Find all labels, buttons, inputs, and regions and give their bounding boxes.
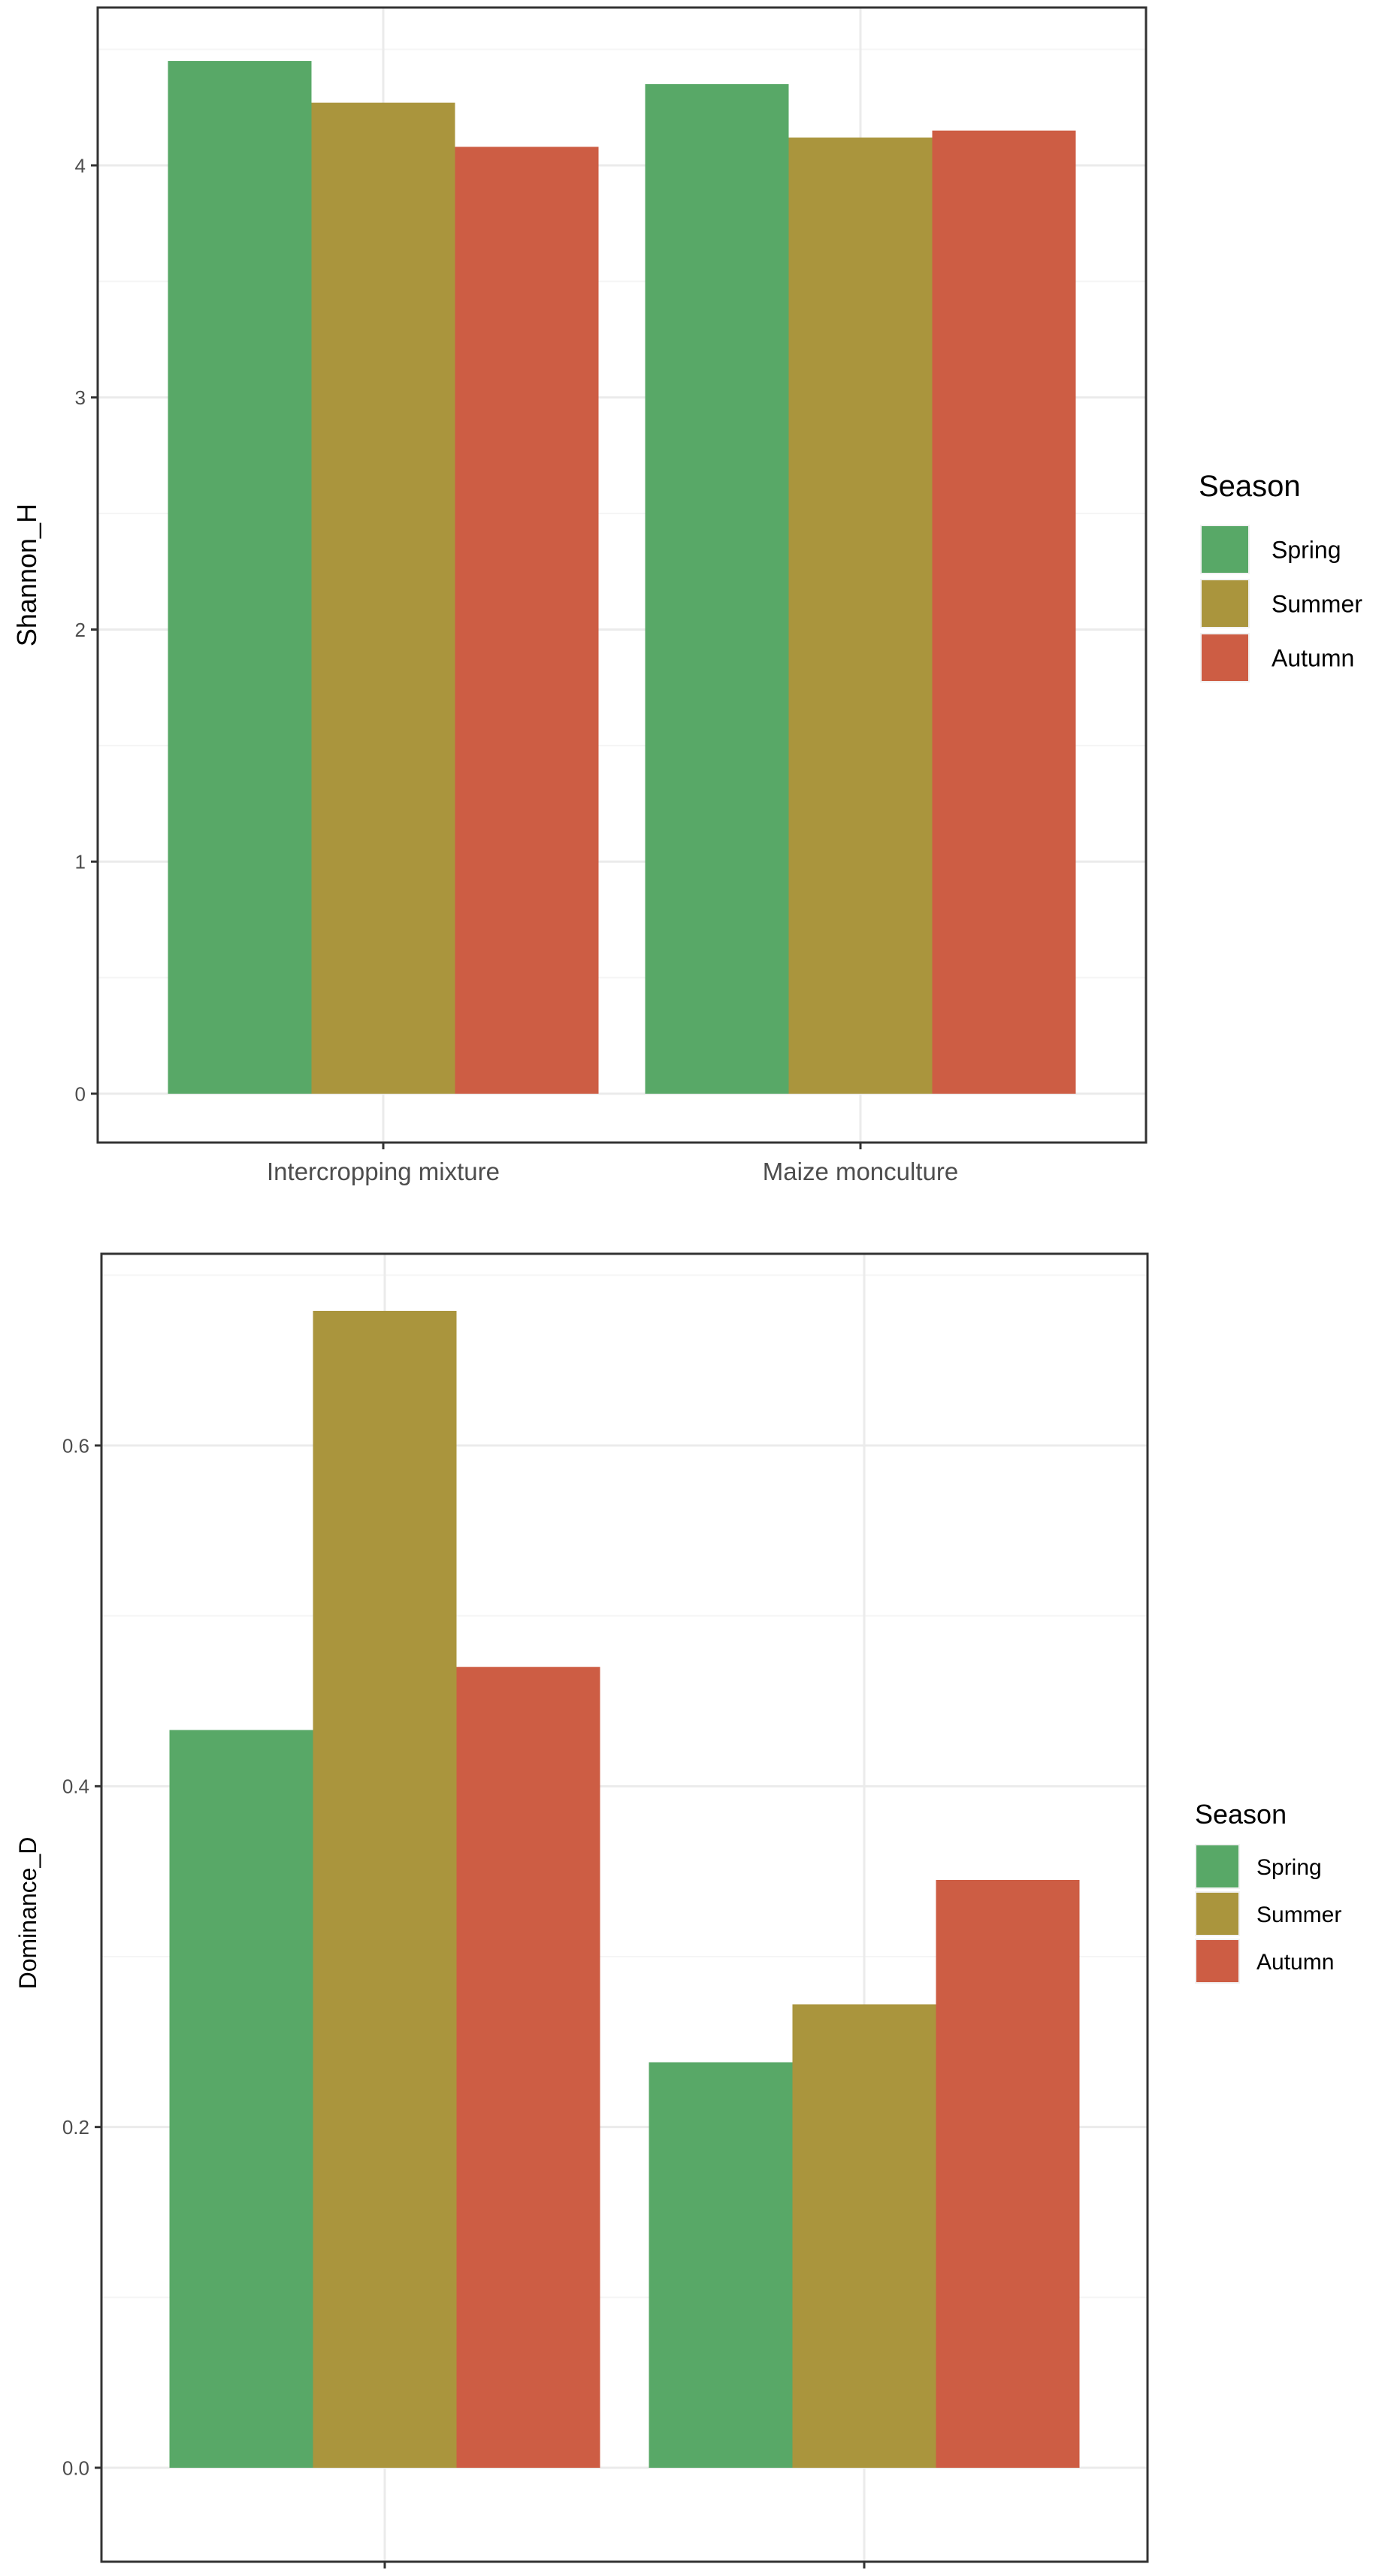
y-tick-label: 2: [75, 619, 86, 641]
bar-summer-maize: [788, 137, 933, 1094]
y-tick-label: 0.4: [62, 1775, 89, 1798]
bar-autumn-intercropping: [455, 147, 599, 1094]
legend-label-summer: Summer: [1256, 1902, 1341, 1927]
y-axis-title: Dominance_D: [14, 1837, 41, 1990]
bar-autumn-maize: [936, 1880, 1080, 2468]
y-tick-label: 0.2: [62, 2116, 89, 2139]
y-tick-label: 4: [75, 154, 86, 177]
y-tick-label: 1: [75, 851, 86, 873]
legend-swatch-autumn: [1196, 1940, 1238, 1982]
bar-summer-intercropping: [313, 1310, 457, 2468]
x-tick-label: Intercropping mixture: [267, 1158, 500, 1185]
x-tick-label: Maize monculture: [763, 1158, 958, 1185]
legend-label-summer: Summer: [1272, 591, 1362, 618]
legend-swatch-spring: [1202, 526, 1248, 573]
bar-spring-intercropping: [168, 61, 312, 1094]
bar-summer-intercropping: [311, 102, 455, 1094]
legend-swatch-spring: [1196, 1845, 1238, 1887]
bar-autumn-maize: [932, 130, 1076, 1094]
plot-panel-border: [100, 1252, 1149, 2563]
legend-swatch-summer: [1202, 580, 1248, 627]
bar-summer-maize: [792, 2004, 936, 2468]
bar-spring-intercropping: [169, 1730, 313, 2468]
legend-swatch-autumn: [1202, 634, 1248, 681]
legend-swatch-summer: [1196, 1893, 1238, 1935]
y-axis-title: Shannon_H: [11, 504, 42, 646]
legend-label-spring: Spring: [1272, 537, 1341, 564]
bar-spring-maize: [645, 83, 789, 1094]
y-tick-label: 3: [75, 386, 86, 409]
legend-label-autumn: Autumn: [1272, 645, 1354, 672]
legend-title: Season: [1195, 1799, 1287, 1830]
legend-title: Season: [1199, 470, 1301, 503]
legend-label-autumn: Autumn: [1256, 1950, 1334, 1975]
chart-shannon: 0 1 2 3 4 Intercropping mixture Maize moncultu…: [11, 6, 1362, 1185]
bar-spring-maize: [649, 2062, 793, 2468]
bar-autumn-intercropping: [456, 1666, 600, 2468]
plot-panel-border: [96, 6, 1148, 1144]
y-tick-label: 0: [75, 1082, 86, 1105]
legend: Season Spring Summer Autumn: [1199, 470, 1362, 683]
legend: Season Spring Summer Autumn: [1195, 1799, 1341, 1984]
legend-label-spring: Spring: [1256, 1855, 1322, 1880]
y-tick-label: 0.6: [62, 1434, 89, 1457]
y-tick-label: 0.0: [62, 2456, 89, 2479]
